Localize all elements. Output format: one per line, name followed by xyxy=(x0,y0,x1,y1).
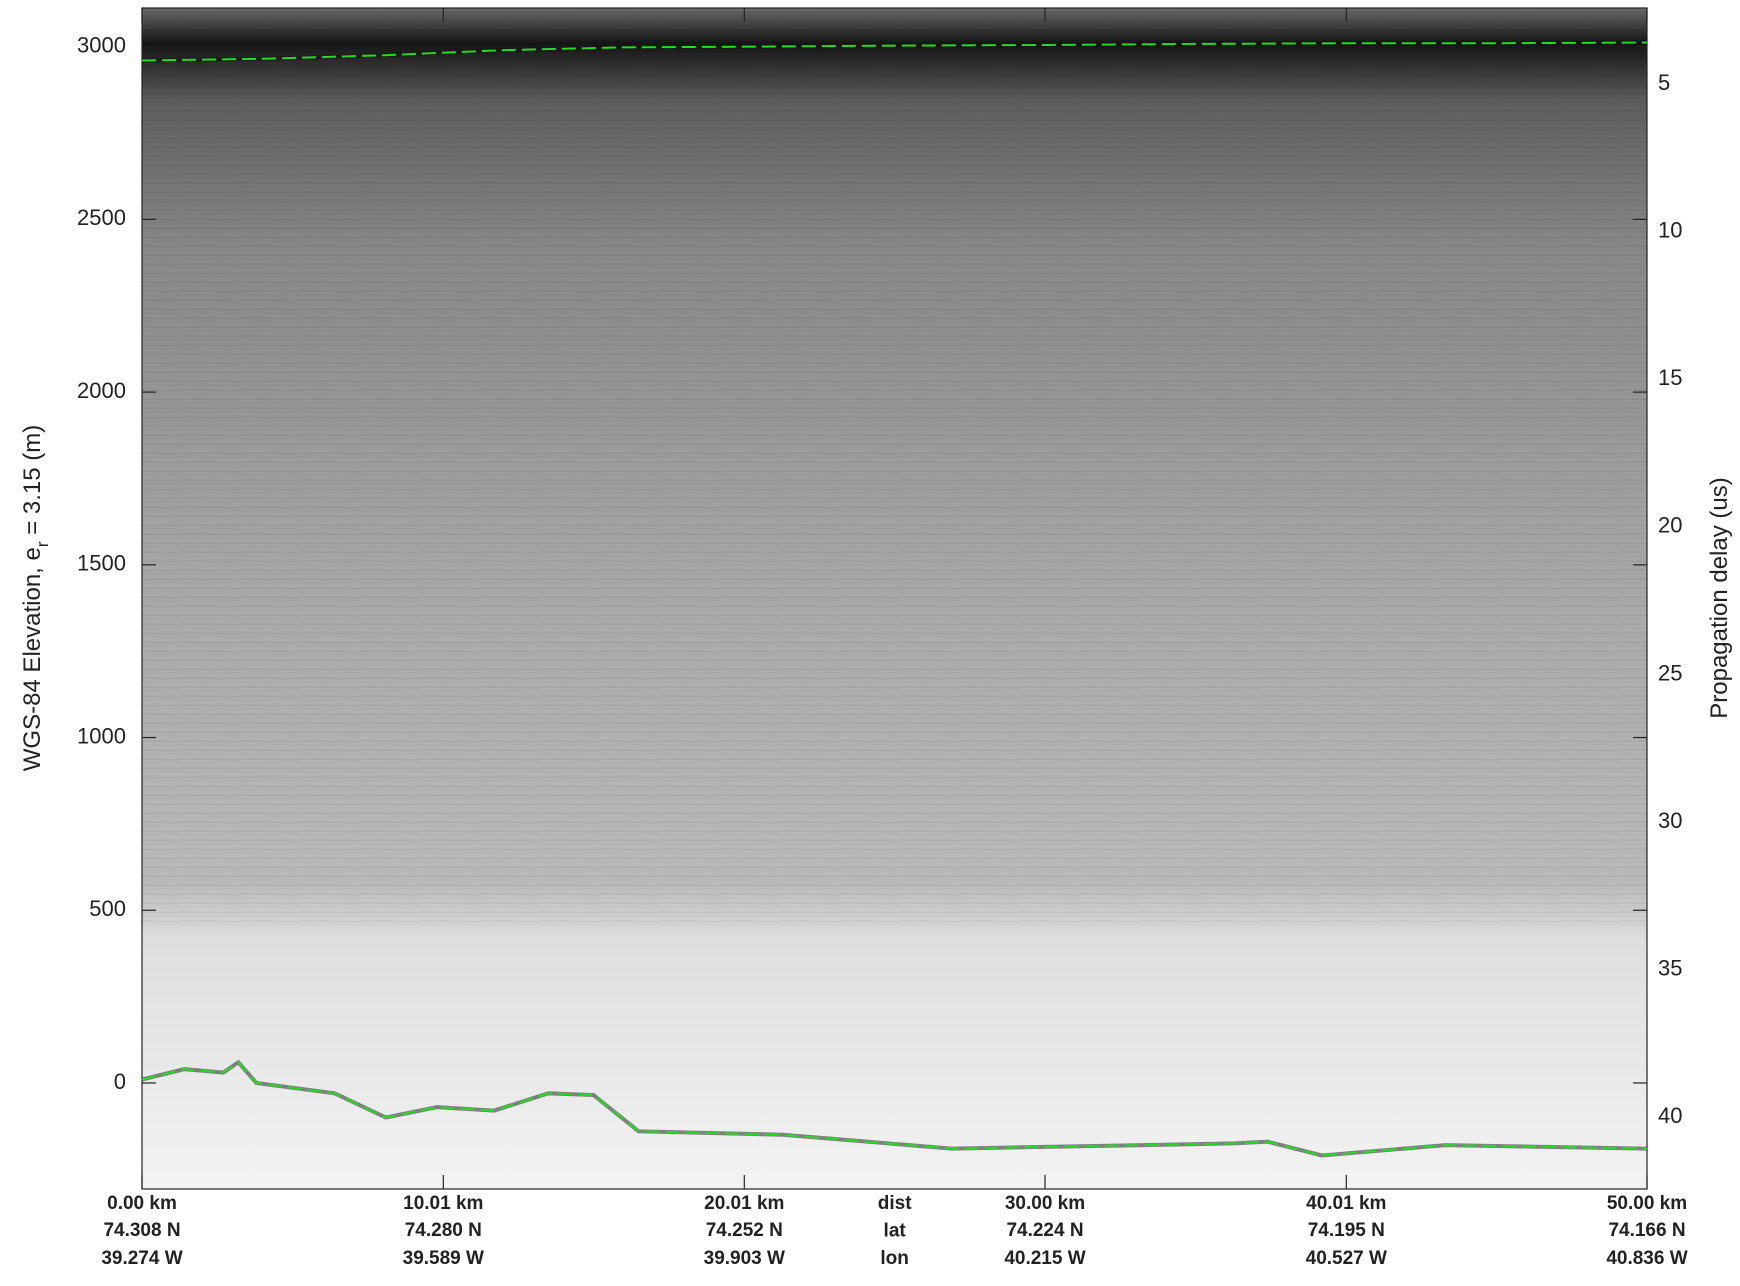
lat-label: 74.166 N xyxy=(1608,1220,1685,1241)
row-name: dist xyxy=(878,1193,912,1214)
y2-tick-label: 25 xyxy=(1658,660,1682,685)
y-label-rest: = 3.15 (m) xyxy=(19,425,46,542)
x-tick-label: 30.00 km xyxy=(1005,1193,1085,1214)
lon-label: 39.589 W xyxy=(403,1248,484,1269)
y-tick-label: 1000 xyxy=(77,723,126,748)
lat-label: 74.280 N xyxy=(405,1220,482,1241)
y-axis-label: WGS-84 Elevation, er = 3.15 (m) xyxy=(19,425,52,772)
y2-tick-label: 15 xyxy=(1658,365,1682,390)
y-tick-label: 2000 xyxy=(77,378,126,403)
row-name: lat xyxy=(884,1221,907,1242)
layer-pick xyxy=(141,41,1648,62)
lon-label: 40.527 W xyxy=(1306,1248,1387,1269)
y-label-main: WGS-84 Elevation, e xyxy=(19,547,46,771)
y-tick-label: 3000 xyxy=(77,32,126,57)
y-tick-label: 500 xyxy=(89,896,126,921)
y-tick-label: 0 xyxy=(114,1069,126,1094)
x-tick-label: 0.00 km xyxy=(107,1193,177,1214)
radargram xyxy=(141,7,1648,1190)
x-tick-label: 10.01 km xyxy=(403,1193,483,1214)
lon-label: 40.215 W xyxy=(1004,1248,1085,1269)
y2-tick-label: 10 xyxy=(1658,218,1682,243)
lon-label: 40.836 W xyxy=(1606,1248,1687,1269)
echogram-layers xyxy=(142,8,1647,928)
row-name: lon xyxy=(880,1248,909,1269)
lat-label: 74.308 N xyxy=(103,1220,180,1241)
lat-label: 74.224 N xyxy=(1006,1220,1083,1241)
y2-tick-label: 20 xyxy=(1658,513,1682,538)
lat-label: 74.195 N xyxy=(1308,1220,1385,1241)
lon-label: 39.903 W xyxy=(704,1248,785,1269)
y-tick-label: 1500 xyxy=(77,551,126,576)
y2-tick-label: 35 xyxy=(1658,955,1682,980)
lon-label: 39.274 W xyxy=(101,1248,182,1269)
y2-tick-label: 40 xyxy=(1658,1103,1682,1128)
y2-axis-label: Propagation delay (us) xyxy=(1706,477,1733,718)
y2-tick-label: 5 xyxy=(1658,70,1670,95)
layer-pick xyxy=(141,1060,1648,1157)
y2-tick-label: 30 xyxy=(1658,808,1682,833)
x-tick-label: 40.01 km xyxy=(1306,1193,1386,1214)
y-tick-label: 2500 xyxy=(77,205,126,230)
x-tick-label: 50.00 km xyxy=(1607,1193,1687,1214)
x-tick-label: 20.01 km xyxy=(704,1193,784,1214)
plot-frame xyxy=(141,7,1648,1190)
lat-label: 74.252 N xyxy=(706,1220,783,1241)
y-label-sub: r xyxy=(33,541,52,547)
